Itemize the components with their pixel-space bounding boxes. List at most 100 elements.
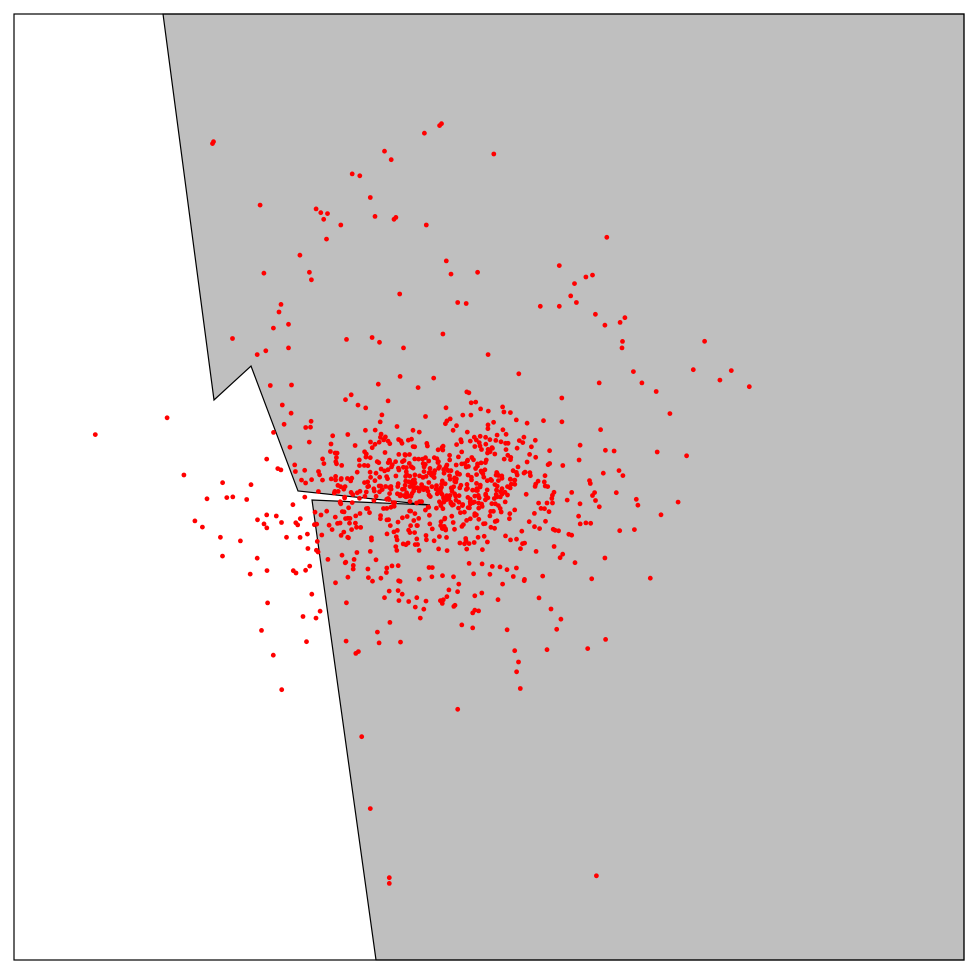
incident-point (383, 434, 388, 440)
incident-point (471, 571, 476, 577)
incident-point (358, 525, 364, 530)
incident-point (516, 371, 522, 377)
incident-point (501, 456, 507, 462)
incident-point (514, 470, 519, 475)
incident-point (363, 489, 369, 495)
incident-point (491, 496, 497, 501)
incident-point (494, 432, 500, 438)
incident-point (279, 520, 284, 525)
incident-point (414, 536, 420, 542)
incident-point (442, 516, 447, 522)
incident-point (474, 481, 479, 486)
incident-point (467, 505, 472, 511)
incident-point (481, 533, 487, 539)
incident-point (305, 531, 310, 537)
incident-point (440, 331, 446, 337)
incident-point (402, 452, 408, 457)
incident-point (559, 419, 565, 425)
incident-point (373, 470, 379, 476)
incident-point (466, 561, 472, 566)
incident-point (493, 492, 499, 497)
incident-point (435, 447, 441, 453)
incident-point (460, 412, 466, 418)
incident-point (464, 482, 470, 487)
incident-point (406, 527, 411, 533)
incident-point (416, 429, 422, 435)
incident-point (483, 434, 488, 440)
incident-point (536, 595, 542, 601)
incident-point (429, 526, 435, 532)
incident-point (392, 500, 397, 505)
incident-point (519, 528, 525, 534)
incident-point (472, 444, 478, 449)
incident-point (485, 426, 491, 432)
incident-point (451, 574, 456, 580)
incident-point (473, 437, 479, 443)
incident-point (267, 383, 273, 388)
incident-point (559, 395, 565, 401)
incident-point (415, 523, 420, 528)
incident-point (471, 540, 477, 545)
incident-point (378, 513, 383, 518)
incident-point (500, 581, 505, 587)
incident-point (449, 513, 455, 519)
incident-point (384, 565, 390, 571)
incident-point (620, 473, 626, 478)
incident-point (388, 157, 394, 163)
incident-point (423, 533, 429, 538)
incident-point (557, 555, 563, 561)
incident-point (347, 520, 352, 526)
incident-point (289, 382, 294, 388)
incident-point (494, 483, 500, 489)
incident-point (264, 525, 270, 531)
incident-point (484, 478, 490, 484)
incident-point (307, 563, 313, 569)
incident-point (388, 484, 394, 489)
incident-point (448, 271, 454, 277)
incident-point (437, 464, 442, 469)
incident-point (619, 345, 625, 351)
incident-point (416, 548, 422, 553)
incident-point (505, 492, 510, 498)
incident-point (508, 481, 514, 487)
incident-point (450, 520, 456, 525)
incident-point (510, 574, 516, 579)
incident-point (343, 397, 348, 403)
incident-point (414, 485, 420, 491)
incident-point (357, 463, 362, 468)
incident-point (407, 499, 413, 504)
incident-point (369, 335, 375, 340)
incident-point (507, 476, 513, 482)
incident-point (303, 567, 308, 573)
incident-point (316, 469, 321, 474)
incident-point (684, 453, 689, 459)
incident-point (278, 467, 284, 473)
map-frame (13, 13, 965, 961)
incident-point (343, 559, 349, 565)
incident-point (541, 418, 546, 424)
incident-point (344, 600, 349, 606)
incident-point (257, 202, 263, 208)
incident-point (303, 480, 308, 486)
incident-point (354, 524, 359, 530)
incident-point (487, 437, 493, 443)
incident-point (220, 553, 225, 559)
incident-point (478, 406, 483, 412)
incident-point (357, 511, 363, 516)
incident-point (349, 527, 354, 532)
incident-point (454, 423, 459, 429)
incident-point (459, 439, 464, 445)
incident-point (288, 410, 294, 416)
incident-point (404, 514, 410, 519)
incident-point (395, 528, 400, 533)
incident-point (483, 441, 489, 447)
incident-point (419, 499, 424, 505)
incident-point (632, 527, 637, 532)
incident-point (475, 463, 480, 469)
incident-point (230, 336, 235, 341)
incident-point (363, 405, 369, 411)
incident-point (551, 544, 557, 549)
incident-point (476, 608, 481, 614)
incident-point (479, 561, 485, 567)
incident-point (485, 422, 491, 428)
